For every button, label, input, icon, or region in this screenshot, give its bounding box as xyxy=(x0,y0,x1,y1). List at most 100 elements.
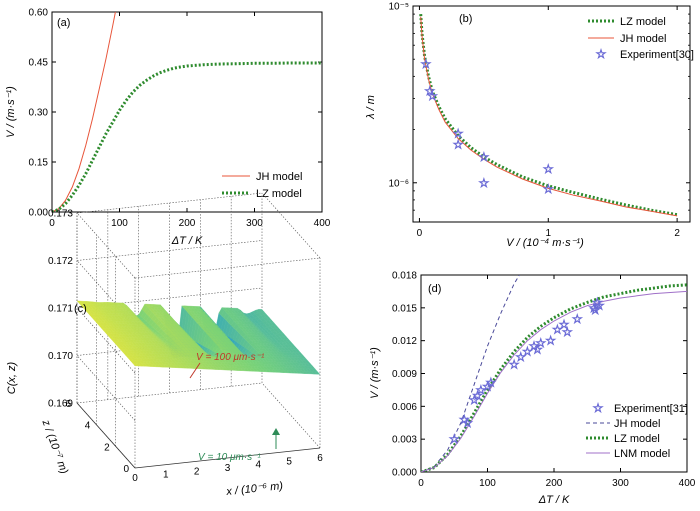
x-tick-label: 100 xyxy=(479,478,496,489)
x-tick-label-3d: 0 xyxy=(132,473,138,484)
panel-d-legend-lnm: LNM model xyxy=(614,448,670,460)
x-tick-label: 400 xyxy=(314,218,331,229)
experiment-point: ☆ xyxy=(482,380,493,394)
x-tick-label: 0 xyxy=(418,478,424,489)
y-tick-label: 0.45 xyxy=(29,58,49,69)
panel-d-legend-jh: JH model xyxy=(614,418,660,430)
x-tick-label-3d: 4 xyxy=(256,460,262,471)
y-tick-label: 0.009 xyxy=(392,369,417,380)
experiment-point: ☆ xyxy=(472,388,483,402)
experiment-point: ☆ xyxy=(572,312,583,326)
series-line xyxy=(421,290,687,472)
x-tick-label-3d: 1 xyxy=(163,470,169,481)
annotation-v100-arrow xyxy=(189,362,201,379)
legend-star-d: ☆ xyxy=(593,401,604,415)
x-tick-label: 2 xyxy=(674,228,680,239)
x-tick-label: 200 xyxy=(546,478,563,489)
box-edge xyxy=(134,257,321,279)
experiment-point: ☆ xyxy=(562,325,573,339)
panel-b-legend-exp: Experiment[30] xyxy=(620,49,694,61)
experiment-point: ☆ xyxy=(529,339,540,353)
panel-c-xlabel: x / (10⁻⁶ m) xyxy=(225,480,284,498)
experiment-point: ☆ xyxy=(543,162,554,176)
panel-a-label: (a) xyxy=(57,17,70,29)
y-tick-label: 0.30 xyxy=(29,108,49,119)
panel-d-legend-lz: LZ model xyxy=(614,433,660,445)
panel-b-legend-jh: JH model xyxy=(620,33,666,45)
experiment-point: ☆ xyxy=(535,336,546,350)
panel-a-legend: JH model LZ model xyxy=(222,171,302,200)
experiment-point: ☆ xyxy=(459,412,470,426)
annotation-v10-arrowhead xyxy=(272,428,280,435)
z-axis-3d xyxy=(76,402,136,469)
experiment-point: ☆ xyxy=(590,303,601,317)
series-line xyxy=(52,61,322,212)
x-tick-label: 1 xyxy=(545,228,551,239)
y-tick-label: 0.006 xyxy=(392,402,417,413)
panel-c-zlabel: C(x, z) xyxy=(6,361,18,394)
experiment-point: ☆ xyxy=(592,295,603,309)
y-tick-label: 0.015 xyxy=(392,303,417,314)
y-tick-label: 0.15 xyxy=(29,158,49,169)
x-tick-label-3d: 5 xyxy=(286,456,292,467)
panel-a-legend-lz: LZ model xyxy=(256,188,302,200)
c-tick-label-3d: 0.172 xyxy=(48,256,73,267)
wall-grid xyxy=(76,307,136,374)
experiment-point: ☆ xyxy=(485,375,496,389)
experiment-point: ☆ xyxy=(469,393,480,407)
y-tick-label: 10⁻⁵ xyxy=(388,2,409,13)
experiment-point: ☆ xyxy=(449,432,460,446)
panel-c-ylabel: z / (10⁻⁷ m) xyxy=(39,417,70,475)
experiment-point: ☆ xyxy=(532,342,543,356)
c-tick-label-3d: 0.171 xyxy=(48,304,73,315)
experiment-point: ☆ xyxy=(589,301,600,315)
experiment-point: ☆ xyxy=(594,299,605,313)
c-tick-label-3d: 0.169 xyxy=(48,399,73,410)
x-tick-label: 200 xyxy=(179,218,196,229)
experiment-point: ☆ xyxy=(559,317,570,331)
panel-b: 0 1 210⁻⁶10⁻⁵ (b) ☆☆☆☆☆☆☆☆☆ V / (10⁻⁴ m·s⁻… xyxy=(365,2,694,250)
wall-grid xyxy=(76,260,136,326)
panel-b-frame xyxy=(412,5,691,223)
panel-a: 0 100 200 300 400 0.00 0.15 0.30 0.45 0.60 (a) ΔT… xyxy=(5,8,331,248)
panel-b-legend: LZ model JH model ☆ Experiment[30] xyxy=(588,16,694,61)
x-tick-label: 300 xyxy=(612,478,629,489)
panel-b-legend-lz: LZ model xyxy=(620,16,666,28)
x-tick-label-3d: 2 xyxy=(194,466,200,477)
x-tick-label: 0 xyxy=(417,228,423,239)
x-tick-label: 0 xyxy=(49,218,55,229)
series-line xyxy=(52,12,116,212)
y-tick-label: 0.003 xyxy=(392,435,417,446)
y-tick-label: 0.000 xyxy=(392,468,417,479)
box-edge xyxy=(261,382,321,449)
x-tick-label-3d: 6 xyxy=(317,453,323,464)
x-tick-label-3d: 3 xyxy=(225,463,231,474)
experiment-point: ☆ xyxy=(424,84,435,98)
experiment-point: ☆ xyxy=(509,358,520,372)
panel-d-label: (d) xyxy=(428,283,441,295)
series-line xyxy=(420,16,678,217)
panel-b-label: (b) xyxy=(459,13,472,25)
panel-d-xlabel: ΔT / K xyxy=(538,494,570,506)
wall-grid xyxy=(76,355,136,421)
z-tick-label-3d: 0 xyxy=(123,464,129,475)
experiment-point: ☆ xyxy=(462,416,473,430)
experiment-point: ☆ xyxy=(478,176,489,190)
experiment-point: ☆ xyxy=(453,137,464,151)
panel-a-xlabel: ΔT / K xyxy=(171,235,203,247)
c-tick-label-3d: 0.173 xyxy=(48,209,73,220)
y-tick-label: 0.60 xyxy=(29,8,49,19)
experiment-point: ☆ xyxy=(478,150,489,164)
panel-c-label: (c) xyxy=(74,303,87,315)
y-tick-label: 0.012 xyxy=(392,336,417,347)
experiment-point: ☆ xyxy=(475,383,486,397)
panel-d-ylabel: V / (m·s⁻¹) xyxy=(369,347,381,399)
experiment-point: ☆ xyxy=(543,182,554,196)
experiment-point: ☆ xyxy=(421,57,432,71)
panel-a-ylabel: V / (m·s⁻¹) xyxy=(5,86,17,138)
series-line xyxy=(421,283,687,472)
c-tick-label-3d: 0.170 xyxy=(48,351,73,362)
box-edge xyxy=(261,192,321,259)
series-line xyxy=(421,275,521,472)
